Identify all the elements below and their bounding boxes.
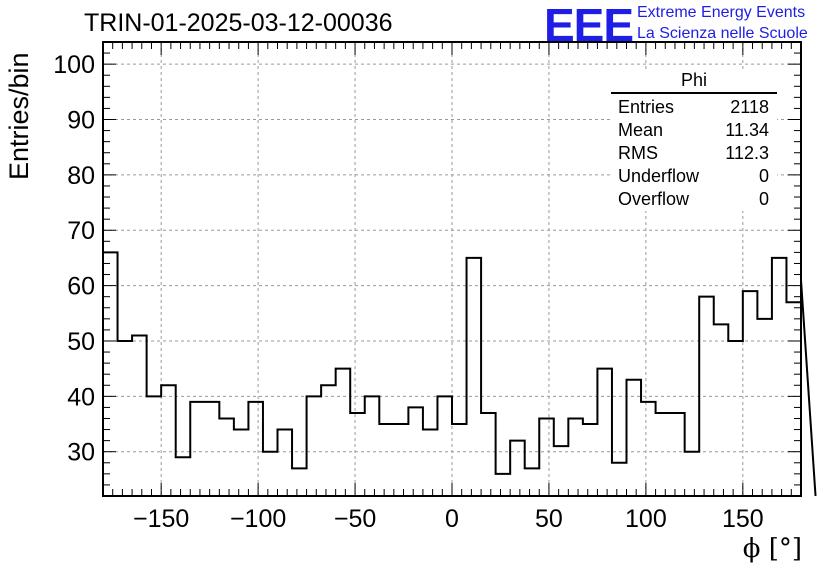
stats-box: Phi Entries 2118 Mean 11.34 RMS 112.3 Un… — [611, 70, 777, 211]
histogram-bin — [350, 413, 365, 496]
x-tick-label: −100 — [230, 505, 286, 533]
stats-title: Phi — [611, 70, 777, 94]
histogram-bin — [583, 424, 598, 496]
y-tick-labels: 30 40 50 60 70 80 90 100 — [53, 51, 95, 467]
histogram-bin — [161, 385, 176, 496]
stats-label: Mean — [618, 120, 664, 140]
histogram-bin — [292, 468, 307, 496]
y-tick-label: 50 — [67, 328, 95, 356]
logo-subtitle-1: Extreme Energy Events — [637, 4, 806, 21]
histogram-bin — [728, 341, 743, 496]
histogram-bin — [307, 396, 322, 496]
stats-row-rms: RMS 112.3 — [611, 142, 777, 165]
histogram-bin — [452, 424, 467, 496]
y-tick-label: 100 — [53, 51, 95, 79]
stats-row-mean: Mean 11.34 — [611, 119, 777, 142]
histogram-bin — [554, 446, 569, 496]
histogram-bin — [772, 258, 787, 496]
histogram-bin — [757, 319, 772, 496]
histogram-bin — [205, 402, 220, 496]
histogram-bin — [118, 341, 133, 496]
histogram-bin — [248, 402, 263, 496]
histogram-bin — [234, 430, 249, 496]
histogram-bin — [321, 385, 336, 496]
x-axis-label: ϕ [°] — [742, 534, 802, 564]
histogram-bin — [365, 396, 380, 496]
stats-value: 2118 — [730, 97, 769, 117]
x-tick-labels: −150 −100 −50 0 50 100 150 — [133, 505, 764, 533]
histogram-bin — [786, 302, 801, 496]
histogram-bin — [190, 402, 205, 496]
y-tick-label: 30 — [67, 439, 95, 467]
stats-label: Overflow — [618, 189, 690, 209]
histogram-outline — [102, 251, 817, 497]
histogram-bin — [714, 324, 729, 496]
histogram-bin — [219, 418, 234, 496]
histogram-bin — [423, 430, 438, 496]
histogram-bin — [394, 424, 409, 496]
histogram-bin — [132, 335, 147, 496]
x-tick-label: −150 — [133, 505, 189, 533]
y-tick-label: 40 — [67, 383, 95, 411]
histogram-bin — [612, 463, 627, 496]
y-tick-label: 70 — [67, 217, 95, 245]
histogram-bin — [176, 457, 191, 496]
y-tick-label: 60 — [67, 273, 95, 301]
eee-logo: EEE — [544, 0, 634, 51]
histogram-bin — [147, 396, 162, 496]
histogram-bin — [437, 396, 452, 496]
histogram-bin — [539, 418, 554, 496]
stats-value: 11.34 — [725, 120, 769, 140]
stats-row-underflow: Underflow 0 — [611, 165, 777, 188]
x-tick-label: 50 — [535, 505, 563, 533]
histogram-bin — [379, 424, 394, 496]
x-tick-label: 0 — [445, 505, 459, 533]
histogram-bin — [685, 452, 700, 496]
histogram-bin — [641, 402, 656, 496]
histogram-bin — [278, 430, 293, 496]
histogram-bin — [568, 418, 583, 496]
histogram-bin — [336, 369, 351, 496]
stats-row-entries: Entries 2118 — [611, 96, 777, 119]
stats-value: 0 — [758, 189, 769, 209]
x-tick-label: −50 — [334, 505, 376, 533]
logo-subtitle-2: La Scienza nelle Scuole — [637, 25, 808, 42]
x-tick-label: 100 — [625, 505, 667, 533]
stats-label: RMS — [618, 143, 658, 163]
histogram-bin — [597, 369, 612, 496]
histogram-bin — [510, 441, 525, 496]
stats-label: Underflow — [618, 166, 700, 186]
histogram-bin — [670, 413, 685, 496]
histogram-bin — [656, 413, 671, 496]
histogram-bin — [467, 258, 482, 496]
histogram-title: TRIN-01-2025-03-12-00036 — [84, 9, 393, 37]
histogram-bin — [627, 380, 642, 496]
y-axis-label: Entries/bin — [4, 52, 34, 180]
y-tick-label: 90 — [67, 107, 95, 135]
histogram-bin — [496, 474, 511, 496]
stats-value: 0 — [758, 166, 769, 186]
stats-row-overflow: Overflow 0 — [611, 188, 777, 211]
histogram-bin — [481, 413, 496, 496]
histogram-bin — [525, 468, 540, 496]
x-tick-label: 150 — [722, 505, 764, 533]
histogram-bin — [743, 291, 758, 496]
stats-value: 112.3 — [725, 143, 769, 163]
histogram-bin — [263, 452, 278, 496]
stats-label: Entries — [618, 97, 675, 117]
y-tick-label: 80 — [67, 162, 95, 190]
axis-ticks — [103, 41, 801, 496]
